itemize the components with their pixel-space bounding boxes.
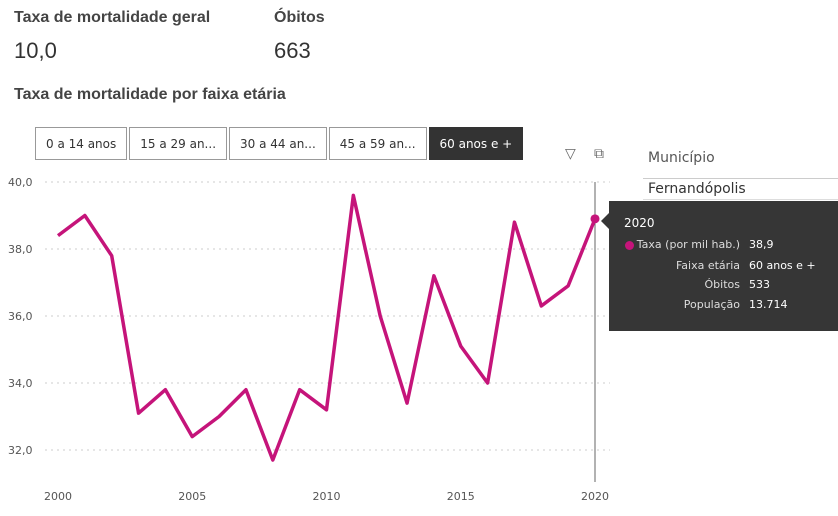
- kpi-value-taxa: 10,0: [14, 38, 57, 63]
- tooltip-row: Faixa etária 60 anos e +: [609, 259, 838, 277]
- tooltip-year: 2020: [624, 216, 655, 230]
- tooltip-value: 533: [749, 278, 770, 291]
- slicer-45-59[interactable]: 45 a 59 an...: [328, 127, 427, 160]
- y-tick-label: 38,0: [8, 243, 33, 256]
- filter-icon[interactable]: ▽: [565, 146, 576, 162]
- highlight-point: [590, 214, 600, 224]
- series-dot-icon: [625, 241, 634, 250]
- slicer-30-44[interactable]: 30 a 44 an...: [229, 127, 327, 160]
- y-tick-label: 40,0: [8, 176, 33, 189]
- series-line: [56, 193, 597, 462]
- tooltip: 2020 Taxa (por mil hab.) 38,9 Faixa etári…: [601, 201, 838, 331]
- tooltip-key: Óbitos: [704, 278, 740, 291]
- x-tick-label: 2000: [44, 490, 72, 503]
- x-tick-label: 2015: [447, 490, 475, 503]
- tooltip-value: 38,9: [749, 238, 774, 251]
- slicer-60-plus[interactable]: 60 anos e +: [428, 127, 524, 160]
- kpi-value-obitos: 663: [274, 38, 311, 63]
- tooltip-row: População 13.714: [609, 298, 838, 316]
- tooltip-row: Óbitos 533: [609, 278, 838, 296]
- x-tick-label: 2020: [581, 490, 609, 503]
- municipio-label: Município: [648, 150, 715, 166]
- kpi-label-taxa: Taxa de mortalidade geral: [14, 9, 211, 26]
- tooltip-row: Taxa (por mil hab.) 38,9: [609, 238, 838, 256]
- x-tick-label: 2010: [313, 490, 341, 503]
- y-tick-label: 36,0: [8, 310, 33, 323]
- tooltip-key: Faixa etária: [675, 259, 740, 272]
- tooltip-value: 13.714: [749, 298, 788, 311]
- kpi-label-obitos: Óbitos: [274, 9, 325, 26]
- slicer-0-14[interactable]: 0 a 14 anos: [35, 127, 128, 160]
- x-tick-label: 2005: [178, 490, 206, 503]
- section-title: Taxa de mortalidade por faixa etária: [14, 86, 286, 103]
- tooltip-key: População: [683, 298, 740, 311]
- y-tick-label: 34,0: [8, 377, 33, 390]
- slicer-15-29[interactable]: 15 a 29 an...: [129, 127, 228, 160]
- municipio-item[interactable]: Fernandópolis: [643, 178, 838, 200]
- y-tick-label: 32,0: [8, 444, 33, 457]
- focus-mode-icon[interactable]: ⧉: [594, 146, 604, 162]
- tooltip-key: Taxa (por mil hab.): [636, 238, 740, 251]
- tooltip-value: 60 anos e +: [749, 259, 816, 272]
- age-slicer: 0 a 14 anos 15 a 29 an... 30 a 44 an... …: [35, 127, 524, 160]
